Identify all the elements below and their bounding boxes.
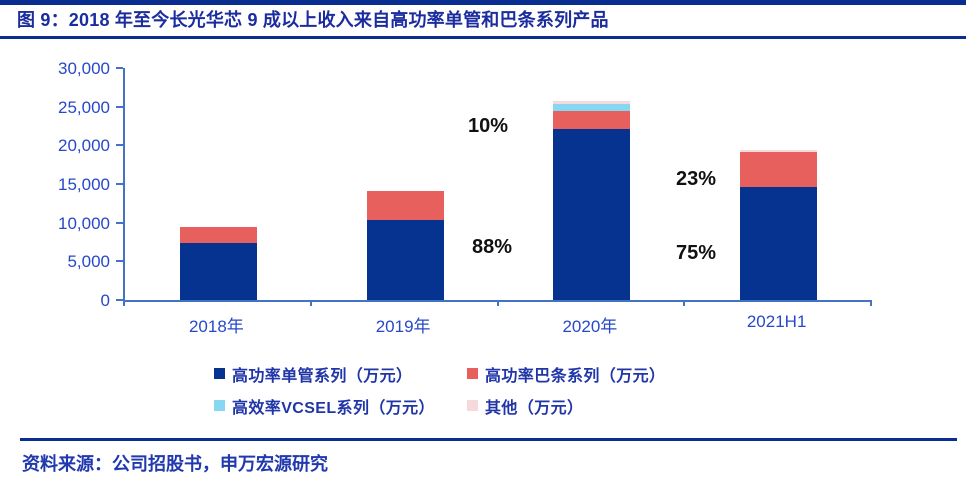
x-axis-tick-mark [123,300,125,306]
percentage-annotation: 23% [676,168,717,190]
legend-swatch-icon [214,368,225,379]
percentage-annotation: 10% [468,115,509,137]
chart-legend: 高功率单管系列（万元） 高功率巴条系列（万元） 高效率VCSEL系列（万元） 其他（万… [214,362,665,417]
y-axis-tick-label: 25,000 [58,97,110,117]
legend-item: 高功率巴条系列（万元） [467,362,665,385]
y-axis-tick-mark [116,221,123,224]
percentage-annotation: 88% [472,236,513,258]
x-axis-tick-mark [683,300,686,306]
y-axis-tick-label: 20,000 [58,136,110,156]
legend-swatch-icon [214,400,225,411]
legend-label: 高功率单管系列（万元） [232,367,413,385]
bar-segment [553,100,631,104]
legend-label: 高功率巴条系列（万元） [485,367,666,385]
legend-label: 其他（万元） [485,399,584,417]
legend-swatch-icon [467,400,478,411]
title-underline-rule [0,36,966,39]
legend-item: 高效率VCSEL系列（万元） [214,394,467,417]
legend-item: 高功率单管系列（万元） [214,362,467,385]
plot-area [123,68,872,302]
source-divider-rule [20,438,957,441]
source-note: 资料来源：公司招股书，申万宏源研究 [22,454,328,474]
x-axis-category-label: 2019年 [375,317,431,336]
bar-segment [740,149,818,152]
y-axis-tick-label: 15,000 [58,175,110,194]
y-axis-tick-mark [116,105,123,108]
y-axis-tick-label: 30,000 [58,59,110,78]
y-axis-tick-mark [116,144,123,147]
bar-segment [740,187,818,300]
bar-segment [179,242,257,300]
y-axis-tick-mark [116,183,123,185]
bar-segment [553,129,631,300]
bar-segment [366,191,444,220]
x-axis-tick-mark [870,300,872,306]
bar-segment [553,103,631,111]
bar-segment [366,219,444,300]
y-axis-tick-mark [116,67,123,69]
figure-title: 图 9：2018 年至今长光华芯 9 成以上收入来自高功率单管和巴条系列产品 [17,10,609,30]
y-axis-tick-mark [116,299,123,301]
x-axis-tick-mark [496,300,499,306]
bar-segment [740,151,818,188]
y-axis-tick-label: 0 [100,291,110,310]
legend-swatch-icon [467,368,478,379]
y-axis-tick-mark [116,260,123,263]
x-axis-category-label: 2018年 [188,317,244,336]
legend-item: 其他（万元） [467,394,665,417]
x-axis-category-label: 2020年 [562,317,618,336]
y-axis-tick-label: 5,000 [67,252,110,272]
top-border-rule [0,0,966,5]
percentage-annotation: 75% [676,242,717,264]
legend-label: 高效率VCSEL系列（万元） [232,399,435,417]
bar-segment [179,226,257,243]
bar-segment [553,110,631,130]
x-axis-category-label: 2021H1 [746,312,807,331]
x-axis-tick-mark [309,300,312,306]
y-axis-tick-label: 10,000 [58,213,110,233]
